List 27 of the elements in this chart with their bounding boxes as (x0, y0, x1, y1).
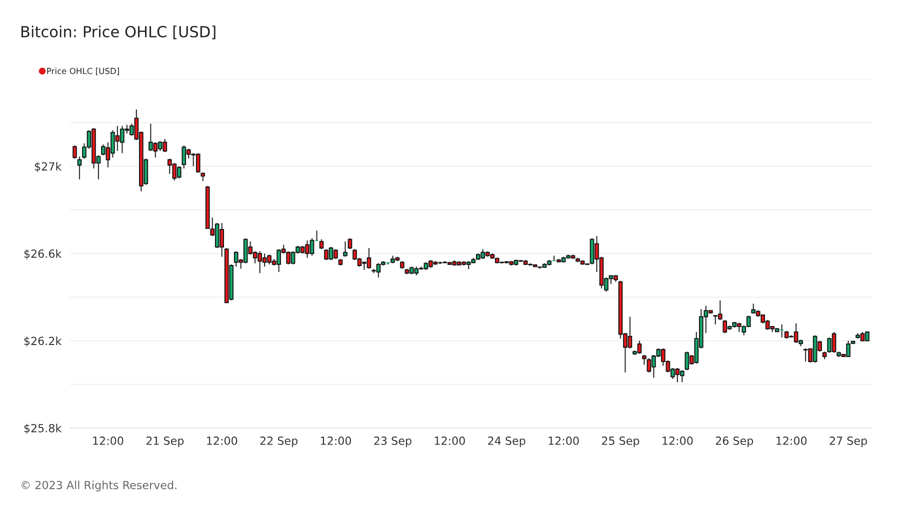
x-tick-label: 12:00 (776, 436, 807, 445)
y-tick-label: $25.8k (24, 424, 62, 434)
x-tick-label: 12:00 (93, 436, 124, 445)
candlestick (77, 156, 82, 180)
candlestick (348, 238, 352, 250)
x-tick-label: 12:00 (662, 436, 693, 445)
candlestick (642, 354, 646, 366)
x-tick-label: 24 Sep (488, 436, 526, 448)
legend-label: Price OHLC [USD] (47, 68, 119, 76)
text: © 2023 All Rights Reserved. (22, 480, 176, 492)
candlestick (343, 240, 348, 258)
x-tick-label: 26 Sep (716, 436, 754, 448)
x-tick-label: 12:00 (434, 436, 465, 445)
x-tick-label: 21 Sep (146, 436, 184, 448)
x-tick-label: 27 Sep (830, 436, 867, 448)
x-tick-label: 12:00 (320, 436, 352, 445)
y-tick-label: $27k (34, 162, 62, 172)
x-tick-label: 25 Sep (602, 436, 640, 448)
chart-title: Bitcoin: Price OHLC [USD] (22, 26, 216, 40)
x-tick-label: 12:00 (548, 436, 579, 445)
candlestick (72, 144, 77, 160)
x-tick-label: 23 Sep (374, 436, 412, 448)
candlestick (319, 238, 324, 250)
x-tick-label: 12:00 (207, 436, 238, 445)
x-tick-label: 22 Sep (260, 436, 298, 448)
y-tick-label: $26.2k (24, 336, 62, 347)
y-tick-label: $26.6k (24, 249, 62, 260)
